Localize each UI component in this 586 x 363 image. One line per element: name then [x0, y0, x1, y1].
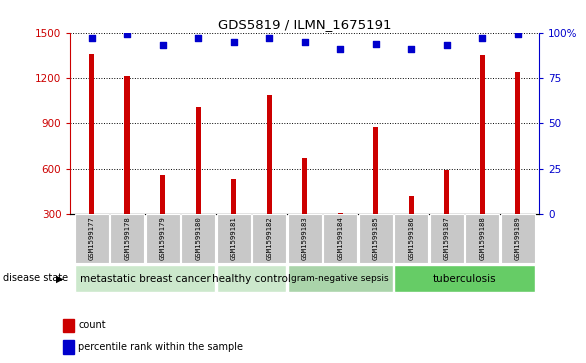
Point	[371, 41, 380, 46]
Bar	[515, 72, 520, 214]
Text: GSM1599179: GSM1599179	[159, 217, 166, 260]
Point	[407, 46, 416, 52]
Bar	[302, 158, 308, 214]
Point	[300, 39, 309, 45]
Text: percentile rank within the sample: percentile rank within the sample	[79, 342, 243, 352]
Point	[229, 39, 239, 45]
FancyBboxPatch shape	[430, 214, 464, 263]
Text: ▶: ▶	[56, 273, 63, 284]
Text: GSM1599178: GSM1599178	[124, 217, 130, 260]
FancyBboxPatch shape	[110, 214, 144, 263]
Bar	[373, 127, 379, 214]
FancyBboxPatch shape	[217, 265, 286, 293]
Text: GSM1599189: GSM1599189	[515, 217, 521, 260]
Text: gram-negative sepsis: gram-negative sepsis	[291, 274, 389, 283]
Point	[513, 32, 523, 37]
Text: GSM1599184: GSM1599184	[337, 217, 343, 260]
Point	[122, 32, 132, 37]
FancyBboxPatch shape	[288, 265, 393, 293]
Bar	[479, 54, 485, 214]
Title: GDS5819 / ILMN_1675191: GDS5819 / ILMN_1675191	[218, 19, 391, 32]
FancyBboxPatch shape	[288, 214, 322, 263]
Text: GSM1599181: GSM1599181	[231, 217, 237, 260]
Bar	[338, 213, 343, 214]
Bar	[231, 179, 236, 214]
Bar	[267, 95, 272, 214]
FancyBboxPatch shape	[217, 214, 251, 263]
FancyBboxPatch shape	[181, 214, 215, 263]
Bar	[89, 54, 94, 214]
FancyBboxPatch shape	[145, 214, 180, 263]
Text: GSM1599186: GSM1599186	[408, 217, 414, 260]
Point	[442, 42, 451, 48]
Point	[336, 46, 345, 52]
Point	[87, 35, 96, 41]
FancyBboxPatch shape	[252, 214, 286, 263]
FancyBboxPatch shape	[501, 214, 535, 263]
Text: GSM1599182: GSM1599182	[266, 217, 272, 260]
Text: metastatic breast cancer: metastatic breast cancer	[80, 274, 210, 284]
Text: GSM1599185: GSM1599185	[373, 217, 379, 260]
Bar	[408, 196, 414, 214]
Bar	[63, 340, 74, 354]
Text: GSM1599187: GSM1599187	[444, 217, 450, 260]
Point	[478, 35, 487, 41]
FancyBboxPatch shape	[359, 214, 393, 263]
Text: healthy control: healthy control	[212, 274, 291, 284]
Text: disease state: disease state	[3, 273, 68, 284]
FancyBboxPatch shape	[74, 265, 215, 293]
Bar	[63, 319, 74, 332]
Bar	[196, 107, 201, 214]
FancyBboxPatch shape	[394, 265, 535, 293]
Text: GSM1599177: GSM1599177	[88, 217, 94, 260]
Text: count: count	[79, 321, 106, 330]
Text: GSM1599183: GSM1599183	[302, 217, 308, 260]
FancyBboxPatch shape	[465, 214, 499, 263]
FancyBboxPatch shape	[323, 214, 357, 263]
Text: GSM1599188: GSM1599188	[479, 217, 485, 260]
FancyBboxPatch shape	[74, 214, 108, 263]
Text: tuberculosis: tuberculosis	[432, 274, 496, 284]
FancyBboxPatch shape	[394, 214, 428, 263]
Point	[264, 35, 274, 41]
Point	[193, 35, 203, 41]
Bar	[124, 76, 130, 214]
Bar	[444, 170, 449, 214]
Text: GSM1599180: GSM1599180	[195, 217, 201, 260]
Point	[158, 42, 168, 48]
Bar	[160, 175, 165, 214]
